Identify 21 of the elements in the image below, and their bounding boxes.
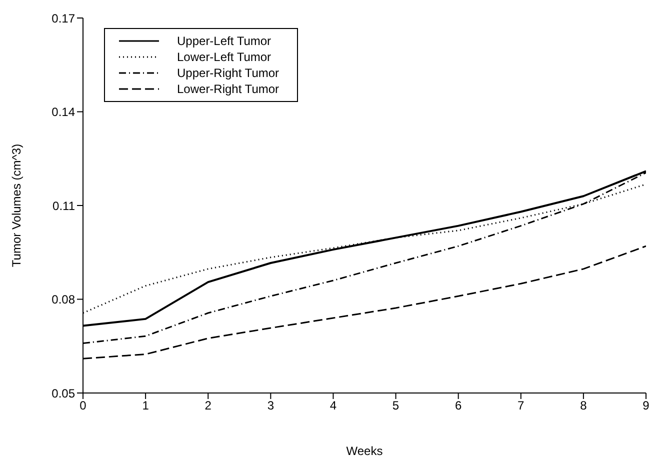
x-tick-label: 4	[330, 398, 337, 413]
x-tick-label: 0	[80, 398, 87, 413]
x-tick-label: 7	[518, 398, 525, 413]
y-tick-label: 0.17	[52, 11, 76, 26]
x-tick-label: 6	[454, 398, 462, 413]
legend-label: Lower-Right Tumor	[177, 82, 280, 96]
x-tick-label: 9	[642, 398, 650, 413]
x-tick-label: 8	[580, 398, 588, 413]
y-tick-label: 0.14	[52, 105, 76, 120]
x-tick-label: 5	[392, 398, 400, 413]
x-tick-label: 2	[204, 398, 212, 413]
y-tick-label: 0.11	[52, 198, 76, 213]
x-axis-title: Weeks	[346, 444, 383, 458]
x-tick-label: 3	[267, 398, 274, 413]
legend-label: Lower-Left Tumor	[177, 50, 272, 64]
y-tick-label: 0.08	[52, 292, 76, 307]
legend-label: Upper-Left Tumor	[177, 34, 272, 48]
y-tick-label: 0.05	[52, 386, 76, 400]
legend-label: Upper-Right Tumor	[177, 66, 280, 80]
x-tick-label: 1	[142, 398, 150, 413]
y-axis-title: Tumor Volumes (cm^3)	[9, 144, 24, 268]
